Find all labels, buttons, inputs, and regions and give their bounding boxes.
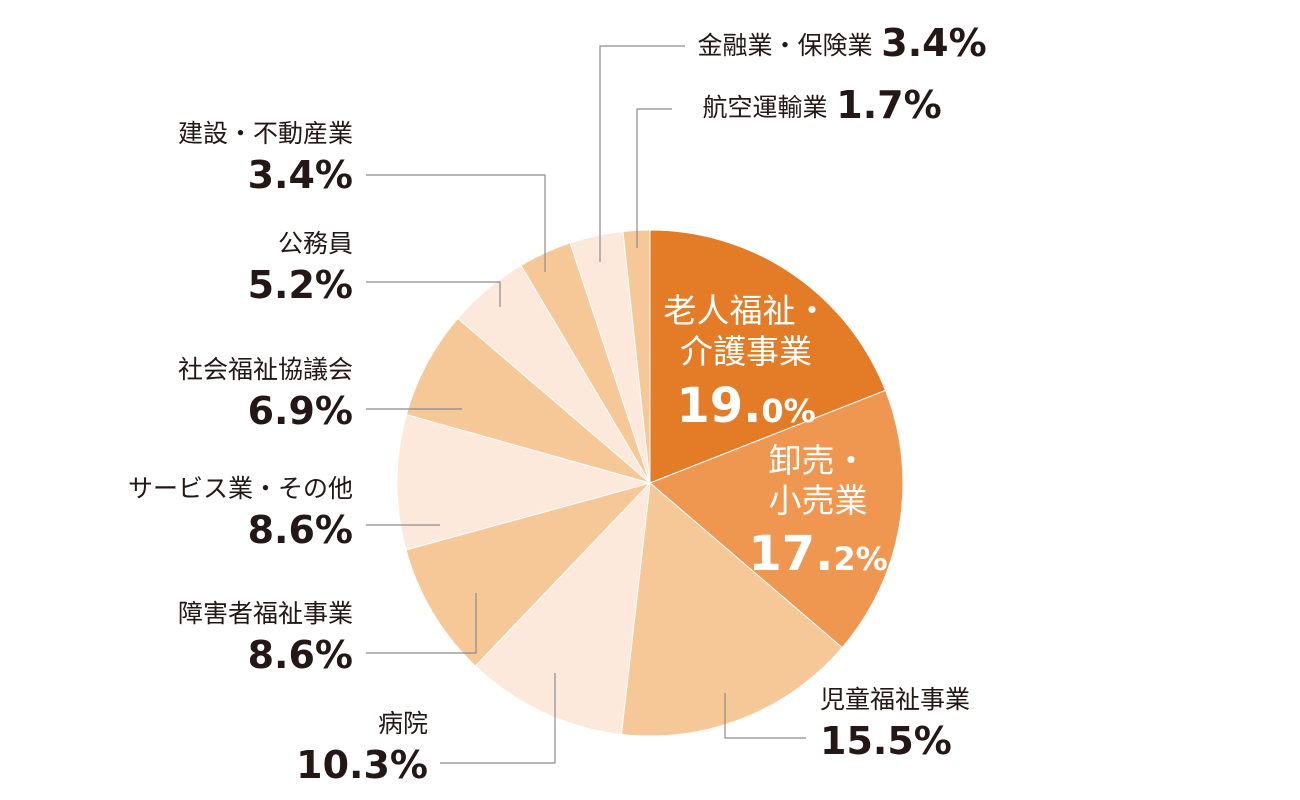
inside-label-retail-value-dec: 2% bbox=[833, 540, 887, 578]
label-finance-value: 3.4% bbox=[881, 21, 986, 65]
label-public-servant-name: 公務員 bbox=[278, 229, 353, 258]
inside-label-retail-value: 17.2% bbox=[748, 526, 887, 582]
inside-label-elderly-value-dec: 0% bbox=[761, 392, 815, 430]
label-child-welfare-name: 児童福祉事業 bbox=[820, 685, 970, 714]
label-disability-welfare-name: 障害者福祉事業 bbox=[178, 599, 353, 628]
pie-slice-elderly-care bbox=[649, 229, 887, 484]
label-hospital-name: 病院 bbox=[378, 709, 428, 738]
label-service-other-value: 8.6% bbox=[248, 508, 353, 552]
leader-lines bbox=[366, 45, 806, 764]
leader-line-hospital bbox=[440, 673, 556, 764]
inside-label-retail-line2: 小売業 bbox=[769, 481, 868, 520]
inside-label-retail: 卸売・ 小売業 17.2% bbox=[748, 441, 887, 582]
inside-label-elderly: 老人福祉・ 介護事業 19.0% bbox=[664, 291, 829, 434]
label-aviation-value: 1.7% bbox=[836, 83, 941, 127]
pie-slices bbox=[396, 229, 904, 737]
pie-slice-social-welfare-council bbox=[405, 317, 651, 484]
leader-line-aviation bbox=[636, 108, 672, 248]
pie-slice-retail bbox=[649, 389, 904, 649]
pie-slice-disability-welfare bbox=[405, 482, 652, 667]
label-child-welfare-value: 15.5% bbox=[820, 719, 952, 763]
label-disability-welfare-value: 8.6% bbox=[248, 633, 353, 677]
label-social-welfare-council-value: 6.9% bbox=[248, 389, 353, 433]
pie-slice-service-other bbox=[396, 413, 652, 551]
label-construction-name: 建設・不動産業 bbox=[178, 119, 353, 148]
label-finance-name: 金融業・保険業 bbox=[697, 31, 872, 60]
leader-line-construction bbox=[366, 174, 546, 272]
inside-label-retail-value-int: 17. bbox=[748, 526, 833, 582]
pie-slice-child-welfare bbox=[620, 482, 843, 737]
label-aviation-name: 航空運輸業 bbox=[702, 93, 827, 122]
label-social-welfare-council-name: 社会福祉協議会 bbox=[178, 355, 353, 384]
inside-label-retail-line1: 卸売・ bbox=[769, 441, 868, 480]
inside-label-elderly-value-int: 19. bbox=[676, 378, 761, 434]
label-service-other-name: サービス業・その他 bbox=[128, 474, 353, 503]
inside-label-elderly-line1: 老人福祉・ bbox=[664, 291, 829, 330]
label-hospital-value: 10.3% bbox=[296, 743, 428, 787]
label-public-servant-value: 5.2% bbox=[248, 263, 353, 307]
label-construction-value: 3.4% bbox=[248, 153, 353, 197]
pie-slice-hospital bbox=[474, 481, 651, 735]
inside-label-elderly-value: 19.0% bbox=[676, 378, 815, 434]
leader-line-disability-welfare bbox=[366, 593, 477, 654]
leader-line-finance bbox=[599, 45, 685, 262]
inside-label-elderly-line2: 介護事業 bbox=[680, 332, 812, 371]
leader-line-public-servant bbox=[366, 281, 501, 307]
leader-line-child-welfare bbox=[724, 693, 806, 739]
